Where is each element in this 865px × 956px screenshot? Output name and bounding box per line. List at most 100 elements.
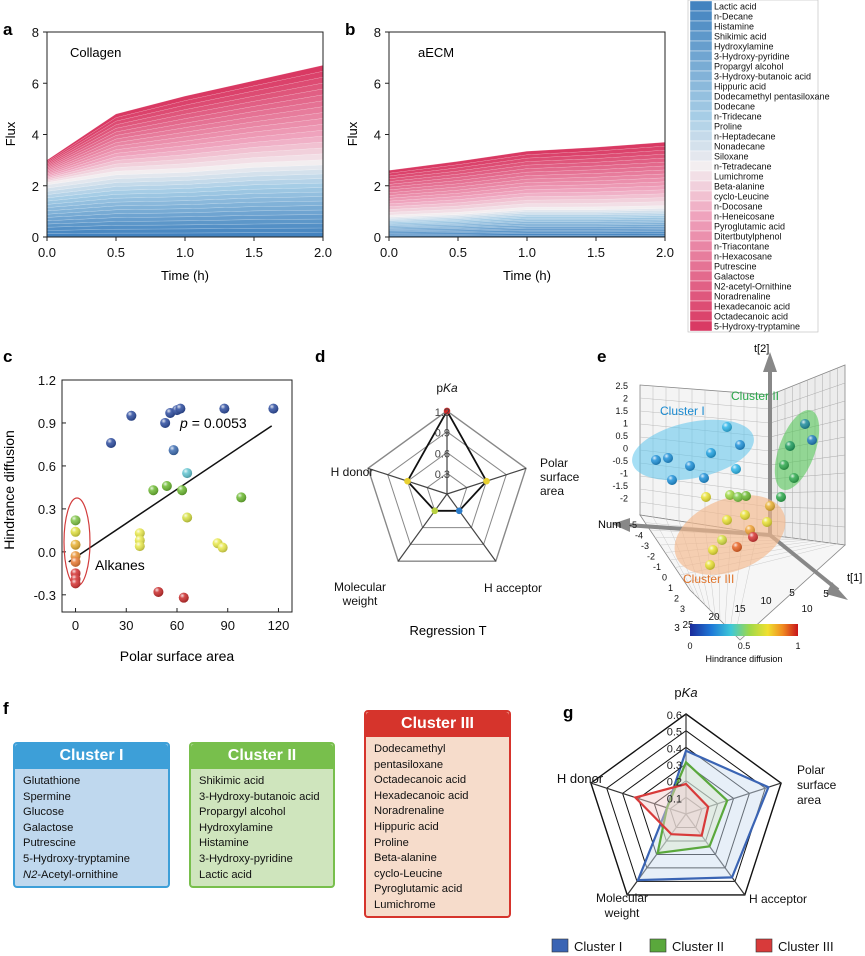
- cluster-ii-box: Cluster II Shikimic acid 3-Hydroxy-butan…: [189, 742, 335, 888]
- panel-letter-b: b: [345, 20, 355, 39]
- scatter-point-shine: [126, 410, 137, 421]
- z-tick-label: 0: [623, 444, 628, 454]
- radar-series-1: [656, 760, 729, 855]
- colorbar-tick-label: 0.5: [738, 641, 751, 651]
- pca-point-shine: [722, 422, 732, 432]
- legend-swatch: [689, 220, 713, 232]
- pca-point-shine: [717, 535, 727, 545]
- cluster-ii-region: [774, 410, 820, 490]
- radar-ring: [590, 713, 782, 896]
- legend-label: 3-Hydroxy-butanoic acid: [714, 72, 811, 82]
- list-item: Spermine: [23, 790, 71, 803]
- list-item: Propargyl alcohol: [199, 806, 286, 819]
- legend-swatch: [689, 270, 713, 282]
- list-item: Histamine: [199, 837, 249, 850]
- legend-label: Lactic acid: [714, 2, 757, 12]
- scatter-point-shine: [70, 556, 81, 567]
- legend-swatch: [689, 20, 713, 32]
- list-item: Beta-alanine: [374, 852, 437, 865]
- list-item: 3-Hydroxy-butanoic acid: [199, 790, 320, 803]
- y-tick-label: 1: [668, 583, 673, 593]
- legend-swatch: [689, 160, 713, 172]
- ticks-e: 2.521.510.50-0.5-1-1.5-2-5-4-3-2-1012325…: [612, 381, 829, 634]
- legend-swatch: [689, 320, 713, 332]
- legend-frame: [687, 0, 819, 333]
- x-tick-label: 1.0: [518, 245, 536, 260]
- alkanes-annotation: Alkanes: [95, 557, 145, 573]
- legend-label: n-Decane: [714, 12, 753, 22]
- y-axis-label-a: Flux: [3, 121, 18, 146]
- scatter-point-shine: [177, 485, 188, 496]
- legend-swatch: [689, 70, 713, 82]
- pca-point-shine: [776, 492, 786, 502]
- x-tick-label: 120: [268, 618, 290, 633]
- pca-point-shine: [701, 492, 711, 502]
- legend-swatch: [689, 250, 713, 262]
- pca-point-shine: [705, 560, 715, 570]
- scatter-point-shine: [134, 528, 145, 539]
- ring-label: 0.3: [667, 760, 682, 772]
- legend-swatch: [755, 938, 773, 953]
- legend-label: Hippuric acid: [714, 82, 766, 92]
- y-tick-label: 8: [32, 25, 39, 40]
- y-tick-label: 0.9: [38, 416, 56, 431]
- list-item: Pyroglutamic acid: [374, 883, 463, 896]
- y-tick-label: 0: [374, 230, 381, 245]
- floor-tick-label: 3: [674, 623, 680, 634]
- axis-label-pka: pKa: [436, 381, 458, 395]
- axis-label-hdonor: H donor: [557, 771, 604, 786]
- x-tick-label: 0: [72, 618, 79, 633]
- cluster-iii-box-title: Cluster III: [366, 712, 509, 737]
- legend-label: Hexadecanoic acid: [714, 302, 790, 312]
- legend-swatch: [689, 180, 713, 192]
- scatter-point-shine: [153, 586, 164, 597]
- scatter-point-shine: [134, 541, 145, 552]
- scatter-points-c: [70, 403, 279, 603]
- ring-label: 0.9: [435, 428, 450, 440]
- panel-letter-g: g: [563, 703, 573, 722]
- radar-ring: [387, 431, 507, 545]
- radar-ring: [367, 410, 527, 562]
- radar-marker: [455, 507, 463, 515]
- legend-label: 5-Hydroxy-tryptamine: [714, 322, 800, 332]
- x-tick-label: 0.5: [107, 245, 125, 260]
- legend-swatch: [689, 280, 713, 292]
- legend-label: cyclo-Leucine: [714, 192, 769, 202]
- radar-spoke: [397, 493, 448, 562]
- list-item: Lumichrome: [374, 898, 436, 911]
- axis-label-mw: Molecular: [334, 580, 386, 594]
- y-tick-label: 2: [32, 179, 39, 194]
- ring-label: 0.2: [667, 777, 682, 789]
- axis-label-hacceptor: H acceptor: [749, 892, 807, 906]
- x-tick-label: 60: [170, 618, 184, 633]
- legend-swatch: [689, 290, 713, 302]
- t1-arrow: [826, 582, 848, 600]
- z-tick-label: -1: [620, 469, 628, 479]
- ring-label: 0.6: [667, 710, 682, 722]
- pca-point-shine: [731, 464, 741, 474]
- axis-label-polar: area: [540, 484, 564, 498]
- t1-axis: [768, 533, 840, 592]
- list-item: Galactose: [23, 821, 74, 834]
- y-tick-label: 3: [680, 604, 685, 614]
- legend-label: n-Tridecane: [714, 112, 762, 122]
- cluster-iii-box: Cluster III Dodecamethyl pentasiloxane O…: [364, 710, 511, 918]
- legend-swatch: [551, 938, 569, 953]
- legend-swatch: [689, 310, 713, 322]
- pca-point-shine: [708, 545, 718, 555]
- list-item-italic: N2: [23, 868, 38, 881]
- legend-swatch: [689, 260, 713, 272]
- t2-axis-label: t[2]: [754, 343, 769, 355]
- legend-swatch: [689, 210, 713, 222]
- cluster-legend: Cluster I Cluster II Cluster III: [551, 938, 834, 954]
- x-tick-label: 30: [119, 618, 133, 633]
- z-tick-label: 2: [623, 394, 628, 404]
- legend-swatch: [689, 120, 713, 132]
- scatter-point-shine: [217, 542, 228, 553]
- p-value-label: p = 0.0053: [179, 415, 247, 431]
- list-item: Noradrenaline: [374, 805, 445, 818]
- colorbar-label: Hindrance diffusion: [706, 654, 783, 664]
- floor-tick-label: 20: [708, 612, 720, 623]
